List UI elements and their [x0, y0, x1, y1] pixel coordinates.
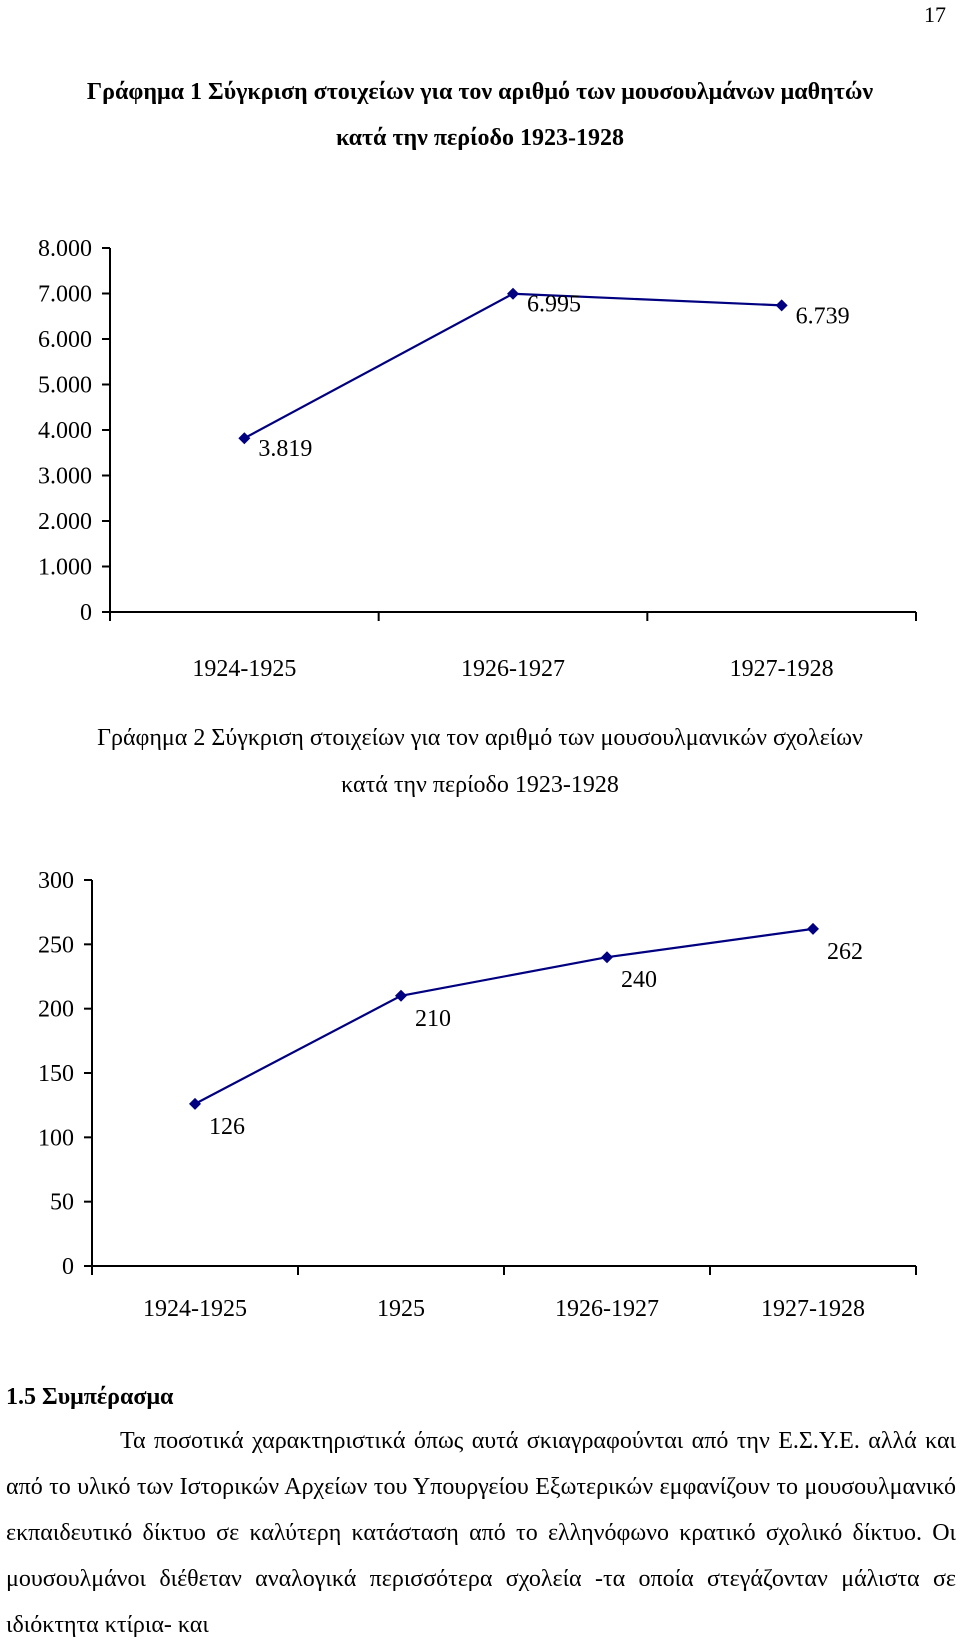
data-point-marker	[507, 287, 519, 300]
y-tick-label: 150	[38, 1061, 74, 1087]
data-point-marker	[395, 989, 407, 1002]
y-tick-label: 100	[38, 1125, 74, 1151]
y-tick-label: 250	[38, 932, 74, 958]
x-tick-label: 1925	[377, 1296, 425, 1322]
data-label: 3.819	[258, 436, 312, 462]
y-tick-label: 6.000	[38, 327, 92, 353]
data-point-marker	[238, 432, 251, 445]
y-tick-label: 3.000	[38, 464, 92, 490]
data-point-marker	[601, 951, 613, 964]
data-label: 262	[827, 939, 863, 965]
x-tick-label: 1926-1927	[461, 656, 565, 682]
x-tick-label: 1924-1925	[143, 1296, 247, 1322]
data-label: 240	[621, 967, 657, 993]
data-point-marker	[775, 299, 788, 312]
data-point-marker	[189, 1097, 201, 1110]
chart1-title: Γράφημα 1 Σύγκριση στοιχείων για τον αρι…	[86, 79, 874, 105]
x-tick-label: 1924-1925	[192, 656, 296, 682]
section-paragraph: Τα ποσοτικά χαρακτηριστικά όπως αυτά σκι…	[6, 1428, 956, 1638]
data-label: 6.739	[796, 303, 850, 329]
y-tick-label: 0	[62, 1254, 74, 1280]
y-tick-label: 2.000	[38, 509, 92, 535]
y-tick-label: 4.000	[38, 418, 92, 444]
data-label: 6.995	[527, 292, 581, 318]
data-label: 126	[209, 1114, 245, 1140]
y-tick-label: 200	[38, 997, 74, 1023]
y-tick-label: 50	[50, 1190, 74, 1216]
x-tick-label: 1927-1928	[761, 1296, 865, 1322]
chart1-subtitle: κατά την περίοδο 1923-1928	[335, 125, 625, 151]
y-tick-label: 8.000	[38, 236, 92, 262]
chart2-title: Γράφημα 2 Σύγκριση στοιχείων για τον αρι…	[97, 725, 863, 751]
chart2-plot: 0 50 100 150 200 250 300 1924-1925 1925 1926-1927…	[38, 868, 917, 1322]
data-label: 210	[415, 1006, 451, 1032]
y-tick-label: 7.000	[38, 282, 92, 308]
chart2-subtitle: κατά την περίοδο 1923-1928	[341, 772, 619, 798]
x-tick-label: 1926-1927	[555, 1296, 659, 1322]
y-tick-label: 0	[80, 600, 92, 626]
page-number: 17	[924, 2, 946, 27]
y-tick-label: 5.000	[38, 373, 92, 399]
x-tick-label: 1927-1928	[730, 656, 834, 682]
y-tick-label: 1.000	[38, 555, 92, 581]
series-line	[194, 927, 814, 1105]
chart1-plot: 0 1.000 2.000 3.000 4.000 5.000 6.000 7.000 8.00…	[38, 236, 917, 682]
y-tick-label: 300	[38, 868, 74, 894]
section-heading: 1.5 Συμπέρασμα	[6, 1384, 174, 1410]
data-point-marker	[807, 922, 819, 935]
